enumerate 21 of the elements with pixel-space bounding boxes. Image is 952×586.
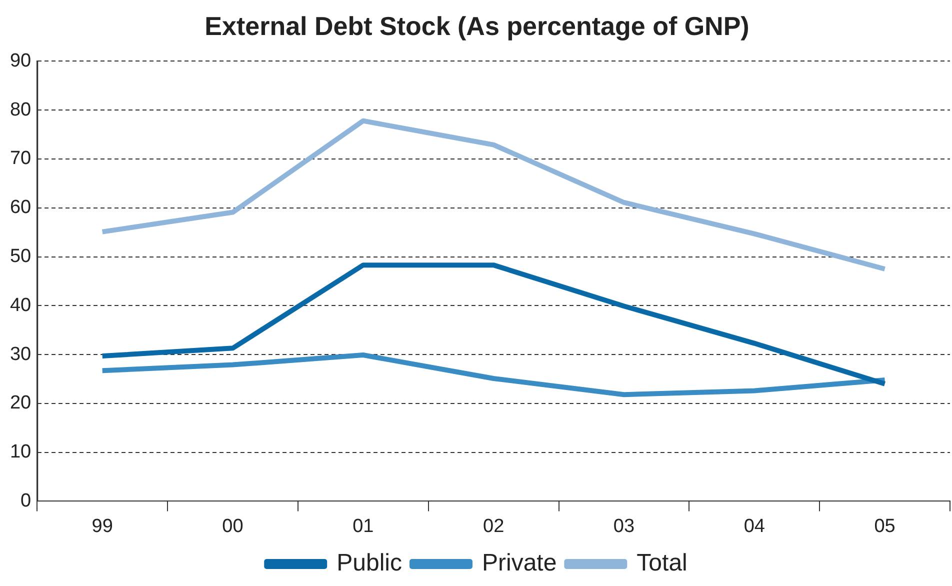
x-tick-label: 04 <box>744 516 766 537</box>
legend-label: Private <box>482 550 557 577</box>
legend-label: Public <box>336 550 402 577</box>
y-tick-label: 90 <box>10 50 32 72</box>
y-tick-label: 50 <box>10 246 32 267</box>
y-tick-label: 60 <box>10 197 32 218</box>
x-tick-label: 99 <box>92 516 113 537</box>
y-tick-label: 80 <box>10 99 32 120</box>
y-tick-label: 0 <box>20 490 32 512</box>
legend-label: Total <box>636 550 688 577</box>
y-tick-label: 70 <box>10 148 32 170</box>
y-tick-label: 30 <box>10 344 32 365</box>
x-tick-label: 01 <box>352 516 374 537</box>
y-tick-label: 10 <box>10 442 32 463</box>
y-tick-label: 40 <box>10 294 32 316</box>
y-tick-label: 20 <box>10 392 32 414</box>
x-tick-label: 00 <box>222 516 244 537</box>
x-tick-label: 05 <box>874 516 896 537</box>
chart-title: External Debt Stock (As percentage of GNP) <box>204 10 750 41</box>
x-tick-label: 02 <box>482 516 504 537</box>
x-tick-label: 03 <box>613 516 635 537</box>
